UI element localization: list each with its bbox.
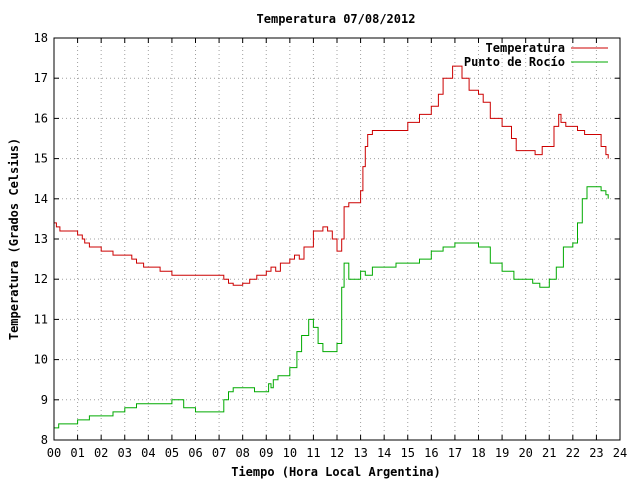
x-tick-label: 17 <box>448 446 462 460</box>
x-tick-label: 11 <box>306 446 320 460</box>
y-tick-label: 8 <box>41 433 48 447</box>
x-tick-label: 14 <box>377 446 391 460</box>
x-tick-label: 10 <box>283 446 297 460</box>
y-tick-label: 12 <box>34 272 48 286</box>
x-tick-label: 12 <box>330 446 344 460</box>
y-tick-label: 17 <box>34 71 48 85</box>
x-tick-label: 03 <box>118 446 132 460</box>
x-tick-label: 21 <box>542 446 556 460</box>
y-tick-label: 14 <box>34 192 48 206</box>
y-tick-label: 13 <box>34 232 48 246</box>
x-tick-label: 16 <box>424 446 438 460</box>
y-tick-label: 9 <box>41 393 48 407</box>
x-tick-label: 15 <box>401 446 415 460</box>
x-tick-label: 24 <box>613 446 627 460</box>
x-tick-label: 07 <box>212 446 226 460</box>
series-line-1 <box>54 186 609 429</box>
chart-title: Temperatura 07/08/2012 <box>257 12 416 26</box>
x-axis-label: Tiempo (Hora Local Argentina) <box>231 465 441 479</box>
grid <box>54 38 620 440</box>
x-tick-label: 06 <box>188 446 202 460</box>
y-tick-label: 16 <box>34 111 48 125</box>
x-tick-label: 23 <box>589 446 603 460</box>
x-tick-label: 09 <box>259 446 273 460</box>
x-tick-label: 08 <box>235 446 249 460</box>
ticks: 00 01 02 03 04 05 06 07 08 09 10 11 12 13 14 15 16 17 18 19… <box>34 31 628 460</box>
x-tick-label: 22 <box>566 446 580 460</box>
x-tick-label: 01 <box>70 446 84 460</box>
series-line-0 <box>54 65 609 286</box>
x-tick-label: 02 <box>94 446 108 460</box>
y-axis-label: Temperatura (Grados Celsius) <box>7 138 21 340</box>
legend-label-1: Punto de Rocío <box>464 55 565 69</box>
x-tick-label: 00 <box>47 446 61 460</box>
x-tick-label: 04 <box>141 446 155 460</box>
x-tick-label: 05 <box>165 446 179 460</box>
y-tick-label: 10 <box>34 353 48 367</box>
x-tick-label: 20 <box>518 446 532 460</box>
y-tick-label: 18 <box>34 31 48 45</box>
x-tick-label: 18 <box>471 446 485 460</box>
x-tick-label: 19 <box>495 446 509 460</box>
series-layer <box>54 65 609 429</box>
x-tick-label: 13 <box>353 446 367 460</box>
y-tick-label: 15 <box>34 152 48 166</box>
y-tick-label: 11 <box>34 312 48 326</box>
legend-label-0: Temperatura <box>486 41 565 55</box>
